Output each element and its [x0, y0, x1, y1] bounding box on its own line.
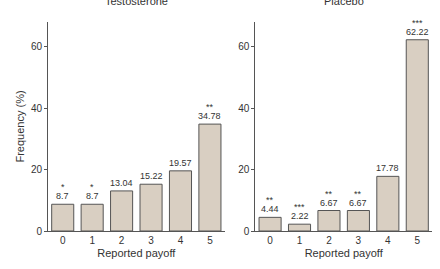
svg-text:62.22: 62.22 [406, 27, 429, 37]
svg-text:Placebo: Placebo [324, 0, 364, 7]
svg-text:0: 0 [60, 235, 66, 246]
svg-text:60: 60 [31, 41, 43, 52]
svg-text:**: ** [266, 195, 274, 205]
svg-text:15.22: 15.22 [140, 171, 163, 181]
svg-text:20: 20 [238, 164, 250, 175]
svg-text:8.7: 8.7 [86, 191, 99, 201]
svg-text:1: 1 [297, 235, 303, 246]
svg-text:2: 2 [326, 235, 332, 246]
svg-text:***: *** [412, 18, 423, 28]
svg-text:0: 0 [36, 226, 42, 237]
svg-text:0: 0 [267, 235, 273, 246]
svg-text:**: ** [325, 189, 333, 199]
svg-text:**: ** [354, 189, 362, 199]
svg-text:4.44: 4.44 [261, 204, 279, 214]
svg-text:2.22: 2.22 [291, 211, 309, 221]
svg-text:*: * [61, 182, 65, 192]
svg-text:13.04: 13.04 [110, 178, 133, 188]
svg-text:20: 20 [31, 164, 43, 175]
svg-text:17.78: 17.78 [376, 163, 399, 173]
svg-text:4: 4 [178, 235, 184, 246]
svg-text:1: 1 [89, 235, 95, 246]
svg-text:8.7: 8.7 [56, 191, 69, 201]
svg-text:5: 5 [207, 235, 213, 246]
svg-text:6.67: 6.67 [320, 198, 338, 208]
svg-text:**: ** [206, 102, 214, 112]
svg-text:6.67: 6.67 [349, 198, 367, 208]
svg-text:0: 0 [244, 226, 250, 237]
svg-text:Testosterone: Testosterone [105, 0, 168, 7]
svg-text:40: 40 [238, 103, 250, 114]
svg-text:Reported payoff: Reported payoff [97, 247, 176, 259]
svg-text:4: 4 [385, 235, 391, 246]
svg-text:***: *** [294, 202, 305, 212]
svg-text:2: 2 [119, 235, 125, 246]
svg-text:19.57: 19.57 [169, 158, 192, 168]
svg-text:60: 60 [238, 41, 250, 52]
svg-text:3: 3 [148, 235, 154, 246]
svg-text:*: * [90, 182, 94, 192]
svg-text:3: 3 [356, 235, 362, 246]
svg-text:40: 40 [31, 103, 43, 114]
svg-text:Frequency (%): Frequency (%) [14, 90, 26, 162]
svg-text:34.78: 34.78 [198, 111, 221, 121]
svg-text:5: 5 [414, 235, 420, 246]
svg-text:Reported payoff: Reported payoff [305, 247, 384, 259]
